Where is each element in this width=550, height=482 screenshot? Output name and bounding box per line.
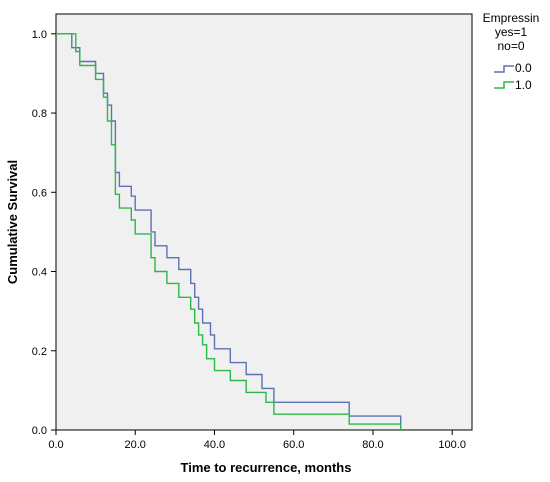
x-tick-label: 40.0: [204, 439, 225, 451]
legend-title-line-1: Empressin: [483, 11, 540, 25]
x-tick-label: 60.0: [283, 439, 304, 451]
x-tick-label: 20.0: [125, 439, 146, 451]
x-axis-title: Time to recurrence, months: [181, 460, 352, 475]
y-tick-label: 0.4: [32, 267, 47, 279]
y-axis: 0.0 0.2 0.4 0.6 0.8 1.0: [32, 29, 56, 437]
series-line-1.0: [56, 33, 402, 430]
y-axis-title: Cumulative Survival: [5, 160, 20, 284]
y-tick-label: 0.0: [32, 425, 47, 437]
series-layer: [56, 33, 402, 430]
y-tick-label: 1.0: [32, 29, 47, 41]
y-tick-label: 0.8: [32, 108, 47, 120]
legend-title-line-3: no=0: [497, 39, 524, 53]
series-line-0.0: [56, 33, 402, 428]
plot-area: [55, 13, 473, 431]
x-tick-label: 0.0: [48, 439, 63, 451]
y-tick-label: 0.2: [32, 346, 47, 358]
x-tick-label: 100.0: [438, 439, 466, 451]
legend-label-series-1: 1.0: [515, 78, 532, 92]
legend-swatch-series-1: [494, 81, 514, 89]
legend-title-line-2: yes=1: [495, 25, 528, 39]
y-tick-label: 0.6: [32, 187, 47, 199]
legend: Empressin yes=1 no=0 0.0 1.0: [483, 11, 540, 92]
legend-swatch-series-0: [494, 65, 514, 73]
legend-label-series-0: 0.0: [515, 61, 532, 75]
x-axis: 0.0 20.0 40.0 60.0 80.0 100.0: [48, 430, 466, 451]
x-tick-label: 80.0: [362, 439, 383, 451]
